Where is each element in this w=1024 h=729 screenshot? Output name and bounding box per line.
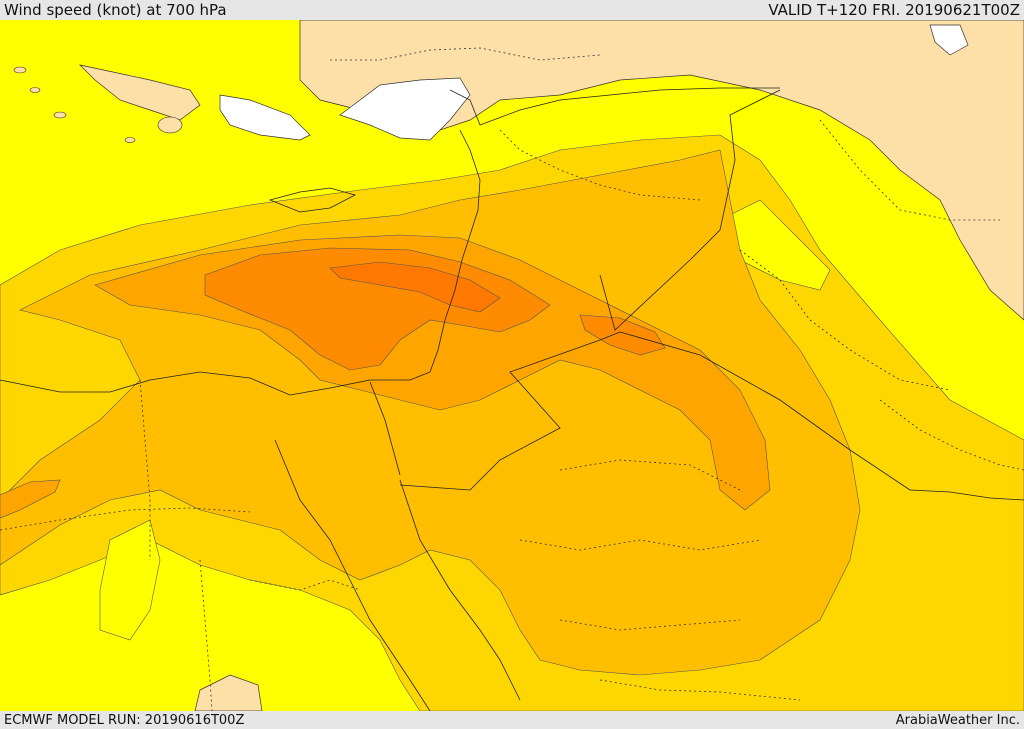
border-syria-iraq [599, 89, 781, 331]
sea-white-1 [219, 94, 311, 141]
band-1-hole-west [99, 519, 161, 641]
dotted-iraq-1 [499, 129, 701, 201]
dotted-north-turkey [330, 47, 601, 61]
border-jordan-saudi [399, 331, 621, 491]
wind-speed-map[interactable] [0, 20, 1024, 711]
dotted-iran-2 [879, 399, 1024, 471]
border-egypt-east [369, 381, 401, 476]
borders-and-coastlines [0, 87, 1024, 711]
border-turkey-north [449, 89, 481, 126]
credit: ArabiaWeather Inc. [895, 712, 1020, 728]
border-iraq-saudi [619, 331, 911, 491]
border-syria-turkey [479, 87, 780, 126]
sea-white-3 [929, 24, 969, 56]
coast-persian-gulf [909, 489, 1024, 501]
dotted-sudan [249, 579, 361, 591]
land-libya-patch [194, 674, 263, 711]
island-4 [124, 137, 136, 143]
coast-red-sea-west [274, 439, 431, 711]
dotted-libya-line [199, 559, 213, 711]
island-2 [29, 87, 41, 93]
header-bar: Wind speed (knot) at 700 hPa VALID T+120… [0, 0, 1024, 20]
land-turkey [299, 20, 1024, 321]
aegean-islands [13, 66, 183, 143]
map-title: Wind speed (knot) at 700 hPa [4, 1, 227, 19]
dotted-west-1 [0, 507, 251, 531]
island-5 [157, 116, 183, 134]
footer-bar: ECMWF MODEL RUN: 20190616T00Z ArabiaWeat… [0, 711, 1024, 729]
dotted-saudi-2 [519, 539, 761, 551]
dotted-south-1 [599, 679, 801, 701]
dotted-boundaries [0, 47, 1024, 711]
valid-time: VALID T+120 FRI. 20190621T00Z [768, 1, 1020, 19]
dotted-iraq-2 [739, 249, 951, 391]
island-1 [13, 66, 27, 74]
band-4-west [0, 479, 61, 519]
dotted-saudi-1 [559, 459, 741, 491]
dotted-egypt-internal [139, 379, 151, 560]
band-6-region [329, 261, 501, 313]
land-greece [78, 64, 201, 121]
dotted-saudi-3 [559, 619, 741, 631]
coast-cyprus [268, 187, 357, 213]
island-3 [53, 111, 67, 119]
band-1-hole-east [719, 199, 831, 291]
dotted-iran-1 [819, 119, 1000, 221]
coast-red-sea-east [399, 479, 521, 701]
coast-africa [0, 371, 431, 396]
coast-levant [429, 129, 481, 373]
sea-white-2 [339, 77, 471, 141]
model-run: ECMWF MODEL RUN: 20190616T00Z [4, 712, 245, 728]
